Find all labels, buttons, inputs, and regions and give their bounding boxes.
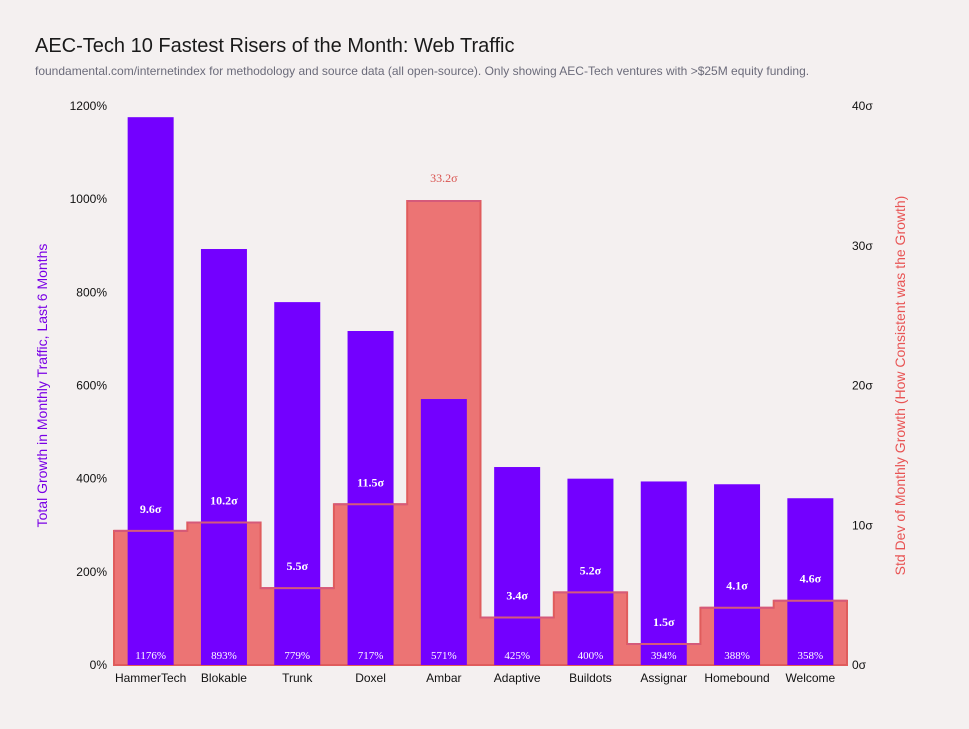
y-tick-label: 0%: [90, 658, 108, 672]
stddev-value-label: 5.5σ: [286, 559, 308, 573]
category-label: Buildots: [569, 671, 612, 685]
y-right-axis-title: Std Dev of Monthly Growth (How Consisten…: [892, 196, 908, 576]
growth-value-label: 394%: [651, 650, 677, 662]
growth-bar-homebound: [714, 484, 761, 665]
growth-value-label: 893%: [211, 650, 237, 662]
y-right-tick-label: 40σ: [852, 99, 873, 113]
category-label: Ambar: [426, 671, 461, 685]
y-right-tick-label: 10σ: [852, 518, 873, 532]
chart-title: AEC-Tech 10 Fastest Risers of the Month:…: [35, 35, 515, 57]
growth-bar-adaptive: [494, 467, 541, 665]
growth-bar-welcome: [787, 498, 834, 665]
growth-bar-assignar: [640, 481, 687, 665]
y-tick-label: 200%: [76, 565, 107, 579]
category-label: Blokable: [201, 671, 247, 685]
growth-value-label: 1176%: [135, 650, 166, 662]
stddev-value-label: 33.2σ: [430, 171, 458, 185]
y-tick-label: 800%: [76, 285, 107, 299]
y-tick-label: 1200%: [70, 99, 108, 113]
growth-bar-trunk: [274, 302, 321, 665]
growth-value-label: 400%: [578, 650, 604, 662]
category-label: Homebound: [704, 671, 769, 685]
growth-value-label: 571%: [431, 650, 457, 662]
category-label: Adaptive: [494, 671, 541, 685]
y-right-tick-label: 30σ: [852, 239, 873, 253]
y-tick-label: 400%: [76, 472, 107, 486]
stddev-value-label: 5.2σ: [580, 563, 602, 577]
category-label: Welcome: [785, 671, 835, 685]
y-right-tick-label: 20σ: [852, 379, 873, 393]
stddev-value-label: 4.6σ: [800, 572, 822, 586]
growth-value-label: 779%: [284, 650, 310, 662]
y-tick-label: 1000%: [70, 192, 108, 206]
stddev-value-label: 11.5σ: [357, 475, 384, 489]
y-axis-title: Total Growth in Monthly Traffic, Last 6 …: [34, 244, 50, 528]
growth-value-label: 425%: [504, 650, 530, 662]
category-label: HammerTech: [115, 671, 186, 685]
growth-value-label: 358%: [798, 650, 824, 662]
category-label: Trunk: [282, 671, 313, 685]
growth-bar-ambar: [420, 399, 467, 665]
stddev-value-label: 10.2σ: [210, 493, 238, 507]
y-tick-label: 600%: [76, 379, 107, 393]
growth-bar-hammertech: [127, 117, 174, 666]
y-right-tick-label: 0σ: [852, 658, 867, 672]
growth-bar-doxel: [347, 330, 394, 665]
chart-subtitle: foundamental.com/internetindex for metho…: [35, 64, 810, 78]
category-label: Assignar: [640, 671, 687, 685]
stddev-value-label: 4.1σ: [726, 579, 748, 593]
stddev-value-label: 9.6σ: [140, 502, 162, 516]
stddev-value-label: 3.4σ: [506, 588, 528, 602]
growth-value-label: 717%: [358, 650, 384, 662]
growth-bar-blokable: [200, 249, 247, 665]
stddev-value-label: 1.5σ: [653, 615, 675, 629]
category-label: Doxel: [355, 671, 386, 685]
growth-value-label: 388%: [724, 650, 750, 662]
growth-bar-buildots: [567, 478, 614, 665]
